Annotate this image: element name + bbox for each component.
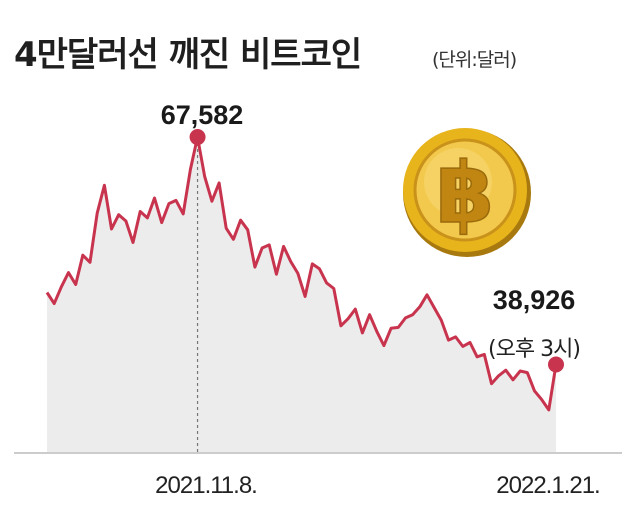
price-area <box>47 137 556 453</box>
bitcoin-coin-icon: ฿ <box>403 128 531 257</box>
unit-note: (단위:달러) <box>432 49 516 71</box>
end-time-note: (오후 3시) <box>488 337 580 362</box>
x-tick-label-end: 2022.1.21. <box>496 472 599 499</box>
end-marker <box>548 356 564 373</box>
chart-title: 4만달러선 깨진 비트코인 <box>14 35 361 75</box>
svg-text:฿: ฿ <box>436 144 494 242</box>
plot-area <box>14 129 622 454</box>
price-line <box>45 135 558 412</box>
peak-marker <box>189 129 206 146</box>
peak-value-label: 67,582 <box>161 100 244 130</box>
x-tick-label-peak: 2021.11.8. <box>155 472 257 499</box>
end-value-label: 38,926 <box>493 285 576 315</box>
